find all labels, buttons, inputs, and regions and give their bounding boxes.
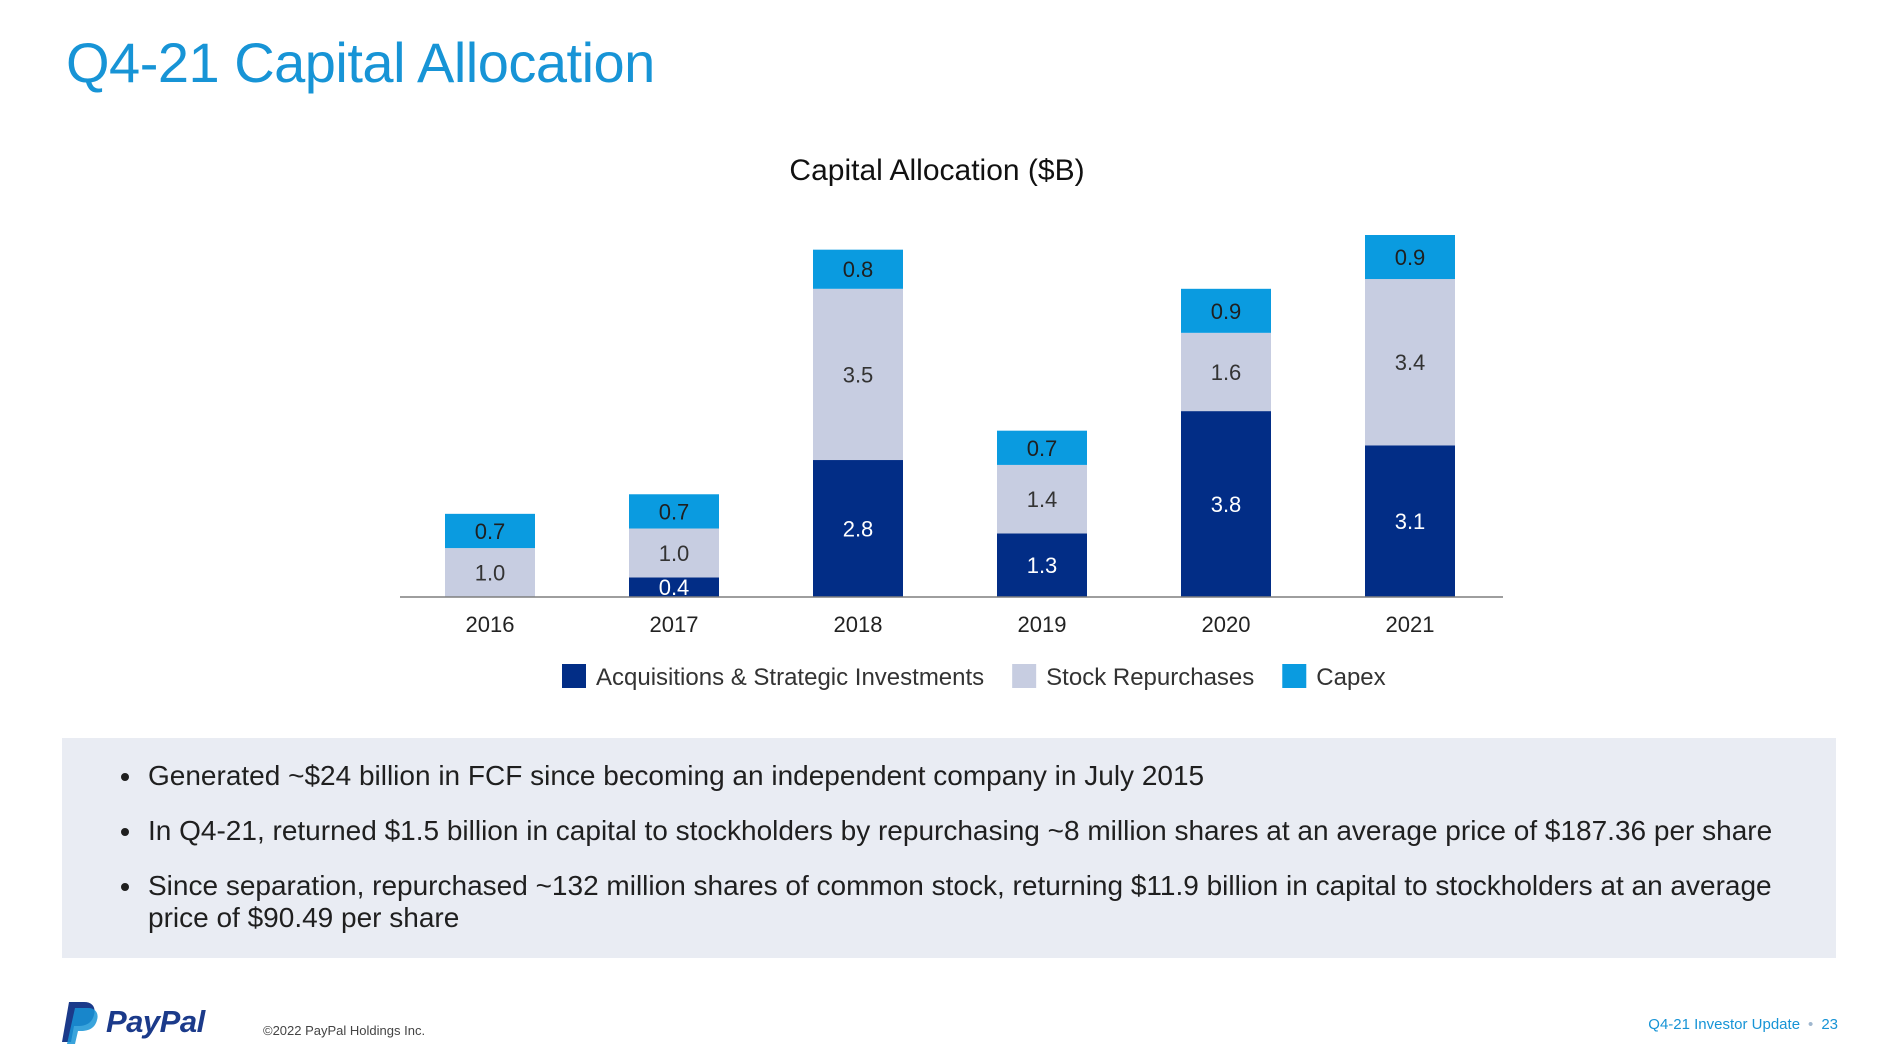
bar-segment [1181,288,1271,333]
x-tick-label: 2020 [1202,612,1251,637]
bar-value-label: 0.4 [659,575,690,600]
bar-segment [1181,332,1271,412]
paypal-logo: PayPal [60,1000,240,1044]
bar-value-label: 3.8 [1211,492,1242,517]
bar-value-label: 1.6 [1211,360,1242,385]
bar-value-label: 1.4 [1027,487,1058,512]
bar-segment [813,288,903,461]
summary-bullet: Since separation, repurchased ~132 milli… [144,870,1796,934]
bar-value-label: 0.8 [843,257,874,282]
chart-bars: 1.0 0.7 0.4 1.0 0.7 2.8 3.5 0.8 1.3 1.4 0.7 3.8 1.6 0… [445,235,1455,600]
legend-label: Acquisitions & Strategic Investments [596,664,984,691]
document-title: Q4-21 Investor Update [1648,1016,1801,1033]
legend-label: Capex [1316,664,1385,691]
x-axis-tick-labels: 2016 2017 2018 2019 2020 2021 [466,612,1435,637]
bar-segment [997,464,1087,534]
bar-value-label: 3.4 [1395,350,1426,375]
bar-segment [997,430,1087,465]
summary-box: Generated ~$24 billion in FCF since beco… [62,738,1836,958]
footer-page-info: Q4-21 Investor Update • 23 [1648,1016,1838,1033]
bar-segment [1365,279,1455,446]
bar-value-label: 2.8 [843,517,874,542]
footer-separator: • [1808,1016,1814,1033]
x-tick-label: 2017 [650,612,699,637]
bar-value-label: 3.5 [843,362,874,387]
x-tick-label: 2018 [834,612,883,637]
bar-segment [629,577,719,597]
capital-allocation-chart: Capital Allocation ($B) 1.0 0.7 0.4 1.0 0.7 2… [400,154,1503,691]
chart-title: Capital Allocation ($B) [789,154,1084,187]
bar-value-label: 0.7 [1027,436,1058,461]
summary-bullet-list: Generated ~$24 billion in FCF since beco… [102,760,1796,934]
bar-segment [445,548,535,597]
summary-bullet: In Q4-21, returned $1.5 billion in capit… [144,815,1796,847]
legend-label: Stock Repurchases [1046,664,1254,691]
legend-swatch [1012,664,1037,688]
x-tick-label: 2021 [1386,612,1435,637]
bar-segment [1365,235,1455,280]
bar-value-label: 3.1 [1395,509,1426,534]
bar-value-label: 0.7 [659,499,690,524]
page-number: 23 [1821,1016,1838,1033]
bar-segment [629,528,719,578]
bar-value-label: 1.0 [659,541,690,566]
bar-segment [813,460,903,597]
summary-bullet: Generated ~$24 billion in FCF since beco… [144,760,1796,792]
paypal-logo-icon [62,1002,98,1044]
page-title: Q4-21 Capital Allocation [66,31,655,94]
x-tick-label: 2019 [1018,612,1067,637]
bar-segment [813,249,903,289]
paypal-logo-text: PayPal [106,1004,205,1039]
legend-swatch [1282,664,1307,688]
bar-value-label: 0.7 [475,519,506,544]
chart-legend: Acquisitions & Strategic Investments Stoc… [562,664,1386,691]
bar-value-label: 1.0 [475,561,506,586]
bar-value-label: 1.3 [1027,553,1058,578]
copyright-text: ©2022 PayPal Holdings Inc. [263,1023,426,1038]
bar-value-label: 0.9 [1395,245,1426,270]
bar-segment [1365,445,1455,597]
x-tick-label: 2016 [466,612,515,637]
bar-segment [629,494,719,529]
legend-swatch [562,664,586,688]
bar-segment [445,513,535,549]
bar-segment [1181,411,1271,597]
bar-value-label: 0.9 [1211,299,1242,324]
bar-segment [997,533,1087,597]
